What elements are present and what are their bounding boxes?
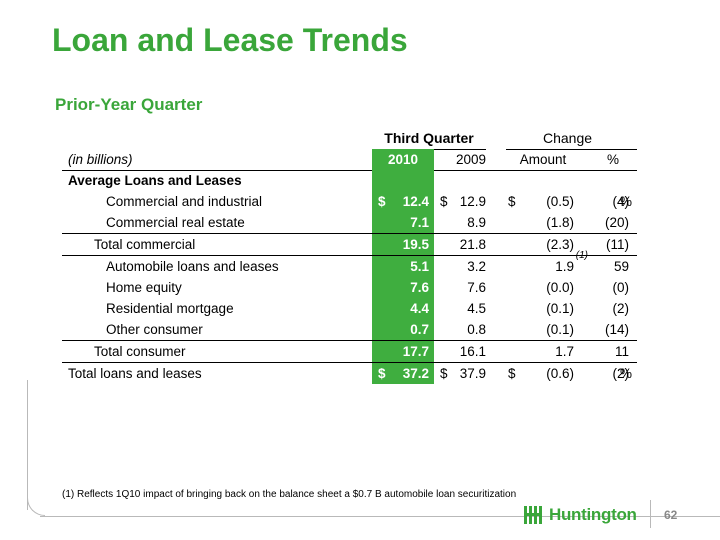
col-2010-cell: 19.5 bbox=[372, 234, 434, 255]
dollar-sign: $ bbox=[508, 194, 516, 209]
amount-value: (2.3) bbox=[546, 237, 574, 252]
row-label: Commercial and industrial bbox=[106, 194, 263, 209]
change-header: Change bbox=[542, 130, 593, 146]
units-label: (in billions) bbox=[68, 152, 133, 167]
table-row: Total commercial 19.5 21.8 (2.3) (11) bbox=[62, 233, 637, 255]
logo-separator bbox=[650, 500, 651, 528]
table-row: Other consumer 0.7 0.8 (0.1) (14) bbox=[62, 319, 637, 340]
dollar-sign: $ bbox=[378, 366, 386, 381]
frame-corner bbox=[27, 498, 45, 516]
value-2010: 5.1 bbox=[410, 259, 429, 274]
table-row: Home equity 7.6 7.6 (0.0) (0) bbox=[62, 277, 637, 298]
pct-value: 11 bbox=[614, 344, 629, 359]
footnote: (1) Reflects 1Q10 impact of bringing bac… bbox=[62, 489, 517, 500]
loan-trends-table: Third Quarter Change (in billions) 2010 … bbox=[62, 128, 637, 384]
col-2010-cell: 17.7 bbox=[372, 341, 434, 362]
value-2010: 12.4 bbox=[402, 194, 429, 209]
value-2010: 7.1 bbox=[410, 215, 429, 230]
section-row: Average Loans and Leases bbox=[62, 170, 637, 191]
table-row: Residential mortgage 4.4 4.5 (0.1) (2) bbox=[62, 298, 637, 319]
amount-value: 1.9 bbox=[555, 259, 574, 274]
row-label: Total commercial bbox=[94, 237, 196, 252]
frame-line-horizontal bbox=[40, 516, 720, 517]
value-2009: 0.8 bbox=[467, 322, 486, 337]
value-2010: 4.4 bbox=[410, 301, 429, 316]
table-row: Total consumer 17.7 16.1 1.7 11 bbox=[62, 340, 637, 362]
col-2010-cell: 7.6 bbox=[372, 277, 434, 298]
value-2009: 3.2 bbox=[467, 259, 486, 274]
pct-value: (20) bbox=[604, 215, 629, 230]
amount-value: (0.0) bbox=[546, 280, 574, 295]
logo-text: Huntington bbox=[549, 505, 637, 524]
pct-value: (4) bbox=[612, 194, 630, 209]
footnote-marker: (1) bbox=[575, 250, 588, 261]
col-amount-header: Amount bbox=[519, 152, 567, 167]
value-2009: 37.9 bbox=[459, 366, 486, 381]
slide-title: Loan and Lease Trends bbox=[52, 22, 408, 58]
table-row: Total loans and leases $37.2 $37.9 $ (0.6) (2… bbox=[62, 362, 637, 384]
pct-value: (0) bbox=[612, 280, 630, 295]
pct-value: (2) bbox=[612, 301, 630, 316]
value-2009: 12.9 bbox=[459, 194, 486, 209]
value-2009: 4.5 bbox=[467, 301, 486, 316]
col-2010-header: 2010 bbox=[372, 149, 434, 170]
row-label: Total loans and leases bbox=[68, 366, 202, 381]
pct-value: (11) bbox=[605, 237, 629, 252]
header-bottom-rule bbox=[62, 170, 637, 171]
col-2010-text: 2010 bbox=[387, 152, 419, 167]
row-label: Residential mortgage bbox=[106, 301, 234, 316]
col-2010-cell: $12.4 bbox=[372, 191, 434, 212]
amount-value: (0.1) bbox=[546, 301, 574, 316]
value-2010: 17.7 bbox=[402, 344, 429, 359]
value-2010: 0.7 bbox=[410, 322, 429, 337]
value-2010: 7.6 bbox=[410, 280, 429, 295]
page-number: 62 bbox=[664, 508, 678, 522]
amount-value: (0.5) bbox=[546, 194, 574, 209]
dollar-sign: $ bbox=[508, 366, 516, 381]
row-label: Automobile loans and leases bbox=[106, 259, 279, 274]
table-row: Commercial real estate 7.1 8.9 (1.8) (20) bbox=[62, 212, 637, 233]
col-2010-cell bbox=[372, 170, 434, 191]
frame-line-vertical bbox=[27, 380, 28, 510]
pct-value: (14) bbox=[604, 322, 629, 337]
pct-value: (2) bbox=[612, 366, 630, 381]
pct-sign: % bbox=[620, 194, 633, 209]
col-2010-cell: $37.2 bbox=[372, 363, 434, 384]
value-2009: 21.8 bbox=[459, 237, 486, 252]
row-label: Commercial real estate bbox=[106, 215, 245, 230]
slide-subtitle: Prior-Year Quarter bbox=[55, 95, 203, 114]
third-quarter-header: Third Quarter bbox=[384, 130, 474, 146]
value-2010: 37.2 bbox=[402, 366, 429, 381]
amount-value: (0.6) bbox=[546, 366, 574, 381]
col-2010-cell: 5.1 bbox=[372, 256, 434, 277]
col-2009-header: 2009 bbox=[455, 152, 486, 167]
amount-value: (1.8) bbox=[546, 215, 574, 230]
value-2010: 19.5 bbox=[402, 237, 429, 252]
row-label: Home equity bbox=[106, 280, 182, 295]
huntington-logo: Huntington bbox=[523, 503, 637, 527]
value-2009: 7.6 bbox=[467, 280, 486, 295]
row-label: Other consumer bbox=[106, 322, 203, 337]
value-2009: 16.1 bbox=[459, 344, 486, 359]
col-2010-cell: 4.4 bbox=[372, 298, 434, 319]
huntington-logo-icon bbox=[524, 506, 542, 524]
row-label: Total consumer bbox=[94, 344, 186, 359]
dollar-sign: $ bbox=[378, 194, 386, 209]
column-header-row: (in billions) 2010 2009 Amount % bbox=[62, 149, 637, 170]
amount-value: (0.1) bbox=[546, 322, 574, 337]
col-pct-header: % bbox=[606, 152, 619, 167]
pct-sign: % bbox=[620, 366, 633, 381]
value-2009: 8.9 bbox=[467, 215, 486, 230]
dollar-sign: $ bbox=[440, 194, 448, 209]
dollar-sign: $ bbox=[440, 366, 448, 381]
amount-value: 1.7 bbox=[555, 344, 574, 359]
section-label: Average Loans and Leases bbox=[68, 173, 242, 188]
col-2010-cell: 7.1 bbox=[372, 212, 434, 233]
table-row: Commercial and industrial $12.4 $12.9 $ (0.5… bbox=[62, 191, 637, 212]
pct-value: 59 bbox=[613, 259, 629, 274]
change-rule bbox=[506, 149, 637, 150]
group-header-row: Third Quarter Change bbox=[62, 128, 637, 149]
col-2010-cell: 0.7 bbox=[372, 319, 434, 340]
table-row: Automobile loans and leases 5.1 3.2 1.9 (1) 5… bbox=[62, 250, 637, 277]
